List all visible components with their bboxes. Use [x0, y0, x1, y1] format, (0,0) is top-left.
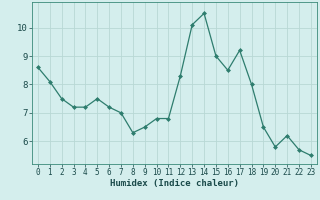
X-axis label: Humidex (Indice chaleur): Humidex (Indice chaleur): [110, 179, 239, 188]
